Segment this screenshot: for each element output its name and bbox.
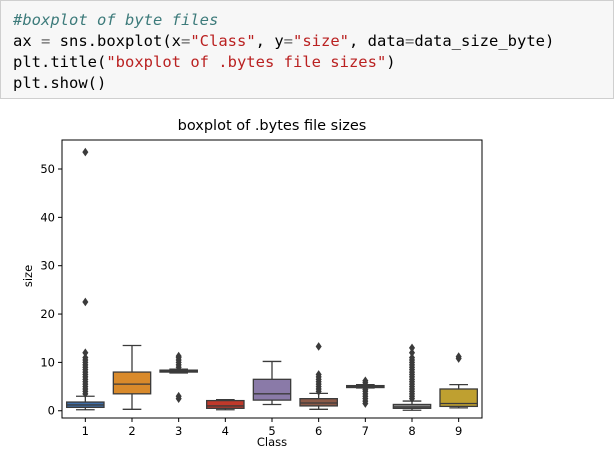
code-token: plt.title( [13,53,107,71]
code-token: "Class" [190,32,256,50]
flier-point [82,348,89,358]
flier-point [82,297,89,307]
box [206,399,245,409]
y-tick-label: 20 [40,307,55,321]
code-token: = [405,32,415,50]
code-cell-input[interactable]: #boxplot of byte files ax = sns.boxplot(x… [0,0,614,99]
code-line: ax = sns.boxplot(x="Class", y="size", da… [13,31,613,52]
y-tick-label: 40 [40,210,55,224]
flier-point [82,147,89,157]
flier-point [362,376,369,386]
flier-point [408,343,416,353]
code-token: #boxplot of byte files [13,11,219,29]
flier-point [175,391,182,401]
flier-point [175,351,182,361]
code-token: , data [349,32,406,50]
chart-title: boxplot of .bytes file sizes [178,118,367,134]
x-tick-label: 9 [455,424,462,438]
code-token: = [41,32,51,50]
x-tick-label: 8 [408,424,415,438]
flier-point [408,353,416,362]
code-token: = [181,32,191,50]
x-tick-label: 6 [315,424,322,438]
code-line: plt.show() [13,73,613,94]
code-line: #boxplot of byte files [13,10,613,31]
code-token: ) [386,53,396,71]
x-tick-label: 7 [362,424,369,438]
code-token: = [283,32,294,50]
code-token: data_size_byte) [414,32,555,50]
boxplot-chart: boxplot of .bytes file sizes Class size … [21,118,483,449]
code-token: plt.show() [13,74,107,92]
flier-point [315,370,322,379]
box [439,388,478,408]
x-tick-label: 3 [175,424,182,438]
code-token: ax [13,32,41,50]
flier-point [315,342,322,351]
y-tick-label: 50 [40,162,55,176]
x-tick-label: 1 [82,424,89,438]
y-tick-label: 10 [40,355,55,369]
code-token: "boxplot of .bytes file sizes" [106,53,387,71]
code-token: , y [255,32,284,50]
x-tick-label: 2 [128,424,135,438]
flier-point [455,352,462,361]
box [252,378,292,401]
x-axis-label: Class [257,435,287,449]
flier-point [408,348,416,358]
code-token: "size" [293,32,350,50]
flier-point [362,385,369,394]
x-tick-label: 4 [222,424,229,438]
y-tick-label: 30 [40,259,55,273]
y-tick-label: 0 [48,404,55,418]
cell-output: boxplot of .bytes file sizes Class size … [0,108,616,468]
x-tick-label: 5 [268,424,275,438]
box [299,398,338,407]
code-line: plt.title("boxplot of .bytes file sizes"… [13,52,613,73]
flier-point [82,353,89,362]
y-axis-label: size [21,265,35,287]
code-token: sns.boxplot(x [50,32,181,50]
box [112,371,152,395]
